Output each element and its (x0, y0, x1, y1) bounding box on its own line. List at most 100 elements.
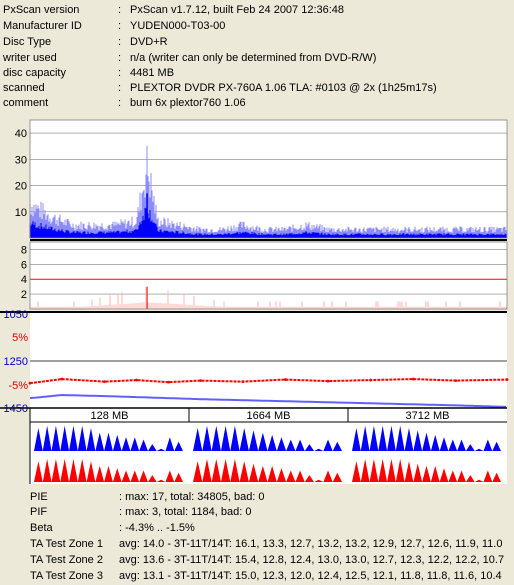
ta-pie-bar (174, 441, 183, 451)
stat-key: PIE (30, 491, 48, 503)
jitter-y-tick-label: 1050 (4, 309, 28, 321)
ta-pif-bar (95, 465, 105, 482)
ta-pif-bar (286, 470, 296, 482)
scan-plot-area: 10 20 30 40 2 4 6 8 1050 5% 1250 -5% 1450 128 MB 1664 … (0, 112, 514, 484)
info-key: scanned (3, 82, 45, 94)
info-separator: : (118, 97, 122, 109)
stat-key: TA Test Zone 3 (30, 570, 103, 582)
stat-value: : -4.3% .. -1.5% (119, 522, 195, 534)
ta-pie-bar (112, 434, 122, 451)
ta-pif-bar (387, 459, 396, 482)
scan-charts: 10 20 30 40 2 4 6 8 1050 5% 1250 -5% 1450 128 MB 1664 … (0, 119, 509, 484)
ta-pie-bar (165, 437, 175, 451)
info-key: Manufacturer ID (3, 20, 82, 32)
ta-pie-bar (352, 428, 361, 451)
ta-pie-bar (323, 439, 333, 451)
ta-pif-bar (369, 459, 379, 482)
ta-pif-bar (352, 461, 361, 482)
ta-pif-bar (202, 459, 212, 482)
ta-pie-bar (430, 434, 440, 451)
pie-y-tick-label: 10 (15, 207, 27, 219)
ta-pif-bar (258, 465, 268, 482)
info-value: burn 6x plextor760 1.06 (130, 97, 246, 109)
ta-pie-bar (378, 425, 388, 451)
ta-pif-bar (42, 459, 52, 482)
ta-pif-bar (304, 475, 315, 482)
ta-pie-bar (295, 439, 305, 451)
stat-value: avg: 13.1 - 3T-11T/14T: 15.0, 12.3, 12.0… (119, 570, 502, 582)
ta-pif-bar (86, 461, 96, 482)
ta-pif-bar (69, 459, 78, 482)
ta-pie-bar (369, 425, 379, 451)
ta-pif-bar (314, 479, 324, 482)
info-separator: : (118, 20, 122, 32)
ta-pif-bar (193, 461, 203, 482)
ta-pie-bar (42, 425, 52, 451)
ta-pie-bar (60, 425, 70, 451)
info-separator: : (118, 36, 122, 48)
ta-pif-bar (448, 470, 458, 482)
pie-plot-background (30, 120, 507, 238)
ta-pif-bar (77, 459, 87, 482)
ta-pif-bar (378, 459, 388, 482)
ta-pif-bar (230, 459, 240, 482)
disc-info-panel: PxScan version : PxScan v1.7.12, built F… (0, 0, 514, 112)
ta-pie-bar (230, 425, 240, 451)
ta-pie-bar (202, 425, 212, 451)
ta-pif-bar (104, 465, 113, 482)
ta-pie-bar (332, 441, 342, 451)
ta-pie-bar (422, 432, 431, 451)
stat-value: : max: 3, total: 1184, bad: 0 (119, 506, 252, 518)
info-key: disc capacity (3, 67, 66, 79)
stat-value: avg: 13.6 - 3T-11T/14T: 15.4, 12.8, 12.4… (119, 554, 505, 566)
info-key: Disc Type (3, 36, 52, 48)
info-value: n/a (writer can only be determined from … (130, 52, 377, 64)
ta-pif-bar (34, 461, 43, 482)
ta-pie-bar (483, 439, 493, 451)
info-key: writer used (3, 52, 57, 64)
ta-pie-bar (95, 432, 105, 451)
beta-series-line (29, 393, 507, 408)
ta-pie-bar (286, 439, 296, 451)
ta-pie-bar (211, 425, 221, 451)
info-value: DVD+R (130, 36, 168, 48)
ta-pie-bar (248, 430, 259, 451)
ta-pie-bar (304, 444, 315, 451)
info-key: PxScan version (3, 4, 80, 16)
ta-pif-bar (211, 459, 221, 482)
ta-pie-bar (239, 428, 249, 451)
ta-pie-bar (147, 444, 157, 451)
jitter-series-line (29, 378, 506, 385)
ta-pie-bar (193, 428, 203, 451)
info-separator: : (118, 4, 122, 16)
pif-y-tick-label: 4 (21, 274, 27, 286)
ta-pif-bar (174, 472, 183, 482)
ta-pif-bar (404, 461, 414, 482)
ta-pif-bar (60, 459, 70, 482)
ta-pif-bar (492, 472, 501, 482)
ta-pie-bar (439, 437, 449, 451)
stat-value: avg: 14.0 - 3T-11T/14T: 16.1, 13.3, 12.7… (119, 538, 503, 550)
pif-y-tick-label: 2 (21, 289, 27, 301)
pif-plot-background (30, 242, 507, 309)
ta-pif-bar (413, 463, 423, 482)
jitter-y-tick-label: 1450 (4, 403, 28, 415)
pie-y-tick-label: 40 (15, 128, 27, 140)
ta-pie-bar (387, 425, 396, 451)
ta-pie-bar (220, 425, 231, 451)
ta-pie-bar (267, 434, 277, 451)
ta-pie-bar (465, 444, 475, 451)
ta-pie-bar (413, 430, 423, 451)
ta-zone-label: 1664 MB (246, 410, 290, 422)
ta-pie-bar (404, 428, 414, 451)
panel-border (29, 241, 508, 310)
ta-pie-bar (121, 437, 131, 451)
ta-pif-bar (267, 465, 277, 482)
jitter-point (505, 378, 509, 381)
ta-pif-bar (395, 459, 405, 482)
stat-key: TA Test Zone 1 (30, 538, 103, 550)
info-separator: : (118, 67, 122, 79)
ta-pie-bar (156, 448, 166, 451)
info-separator: : (118, 82, 122, 94)
info-key: comment (3, 97, 49, 109)
